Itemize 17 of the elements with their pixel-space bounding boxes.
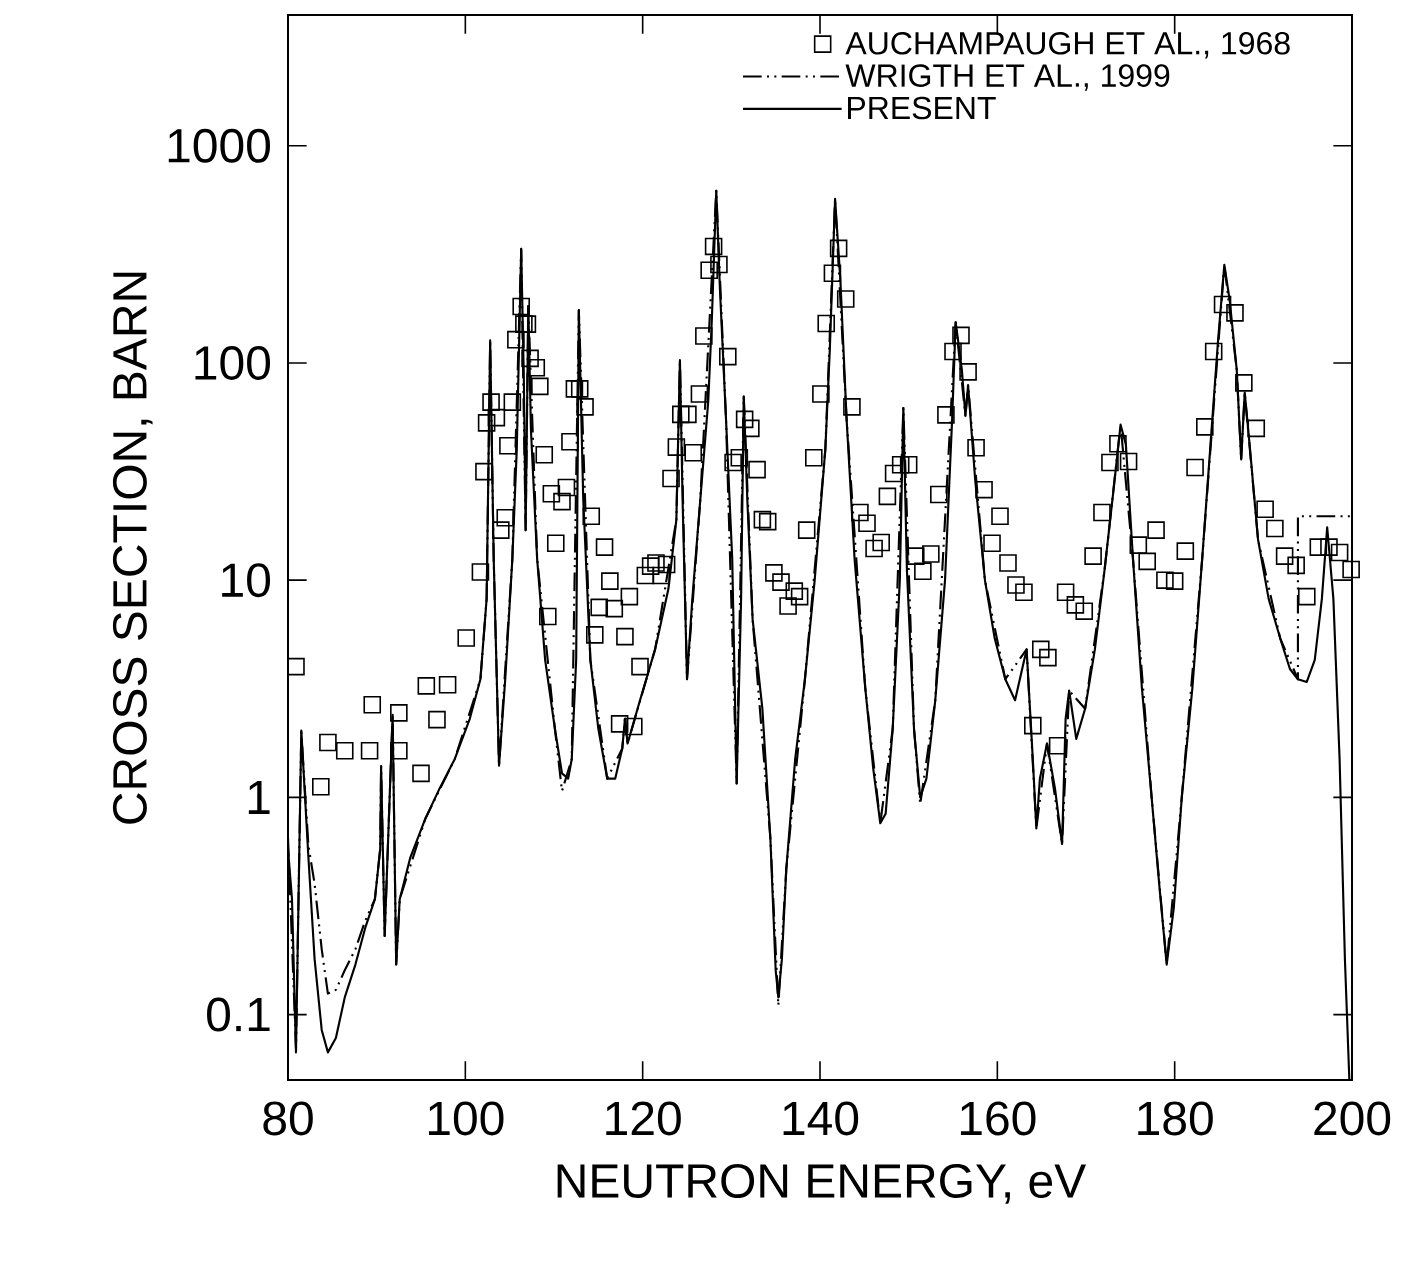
x-tick-label: 120 (606, 1101, 681, 1136)
legend-label: WRIGTH ET AL., 1999 (845, 64, 1170, 91)
x-tick-label: 180 (1138, 1101, 1213, 1136)
legend-label: AUCHAMPAUGH ET AL., 1968 (845, 31, 1290, 59)
y-tick-label: 1000 (168, 128, 270, 163)
x-tick-label: 140 (783, 1101, 859, 1136)
x-tick-label: 80 (263, 1101, 313, 1136)
x-tick-label: 160 (960, 1101, 1036, 1136)
x-tick-label: 200 (1314, 1101, 1391, 1136)
y-tick-label: 10 (222, 563, 271, 598)
legend-label: PRESENT (848, 96, 996, 120)
x-axis-title: NEUTRON ENERGY, eV (557, 1163, 1087, 1204)
y-axis-title: CROSS SECTION, BARN (112, 272, 153, 824)
y-tick-label: 0.1 (207, 997, 270, 1032)
y-tick-label: 100 (195, 345, 271, 380)
x-tick-label: 100 (428, 1101, 504, 1136)
y-tick-label: 1 (248, 780, 270, 814)
